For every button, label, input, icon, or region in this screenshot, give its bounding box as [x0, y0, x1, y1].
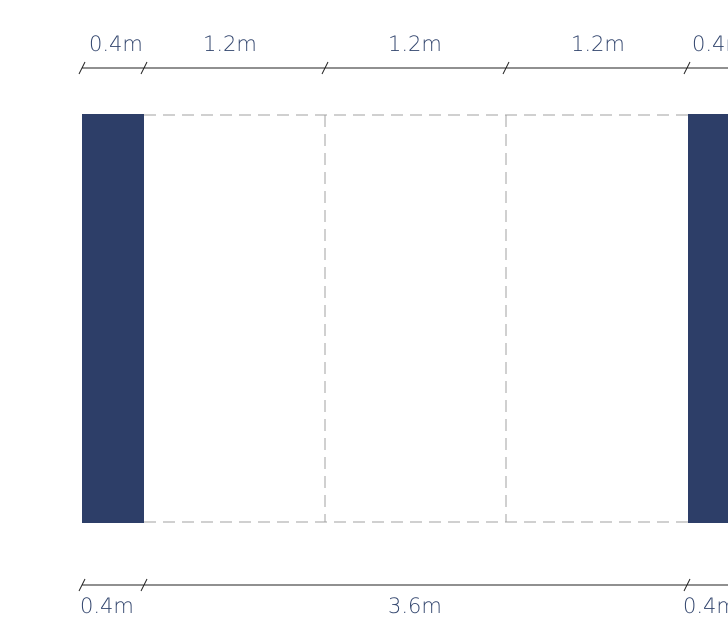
top-tick: [78, 61, 86, 75]
top-label-bay-2: 1.2m: [388, 32, 442, 56]
top-label-right-wall: 0.4m: [692, 32, 728, 56]
top-label-bay-1: 1.2m: [203, 32, 257, 56]
bottom-dimension-ticks: [78, 578, 691, 592]
left-wall: [82, 114, 144, 523]
top-tick: [140, 61, 148, 75]
interior-dashed-outline: [144, 114, 688, 523]
top-tick: [321, 61, 329, 75]
top-dimension-ticks: [78, 61, 691, 75]
top-label-bay-3: 1.2m: [571, 32, 625, 56]
top-tick: [683, 61, 691, 75]
bottom-label-right-wall: 0.4m: [683, 594, 728, 617]
right-wall: [688, 114, 728, 523]
bottom-tick: [683, 578, 691, 592]
bottom-label-left-wall: 0.4m: [80, 594, 134, 617]
bottom-label-interior: 3.6m: [388, 594, 442, 617]
bottom-tick: [140, 578, 148, 592]
top-tick: [502, 61, 510, 75]
bottom-tick: [78, 578, 86, 592]
top-label-left-wall: 0.4m: [89, 32, 143, 56]
